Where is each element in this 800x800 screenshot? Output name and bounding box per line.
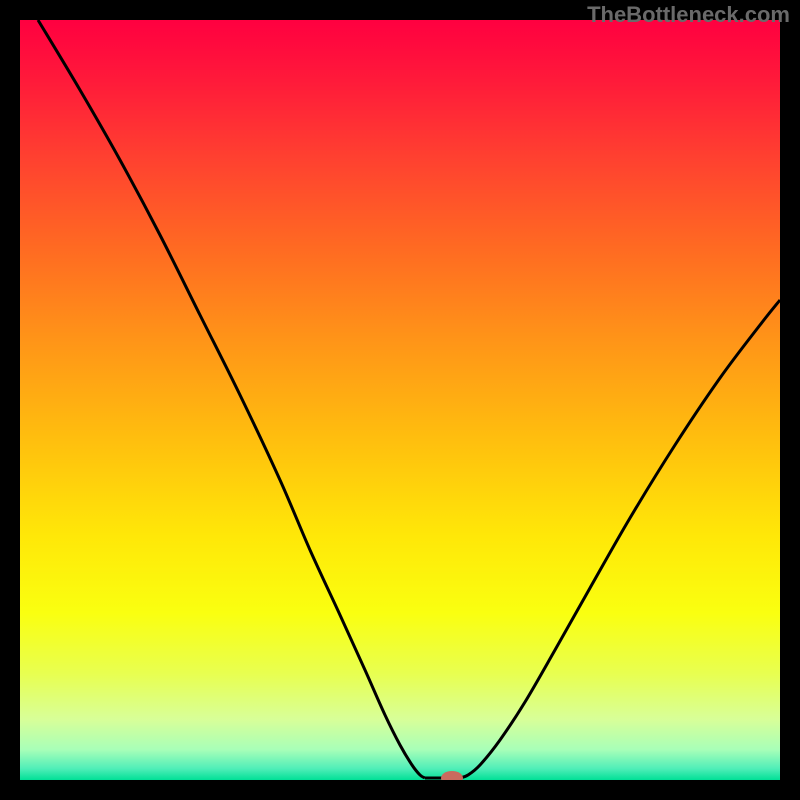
chart-background (20, 20, 780, 780)
bottleneck-chart: TheBottleneck.com (0, 0, 800, 800)
watermark-text: TheBottleneck.com (587, 2, 790, 28)
chart-canvas (0, 0, 800, 800)
